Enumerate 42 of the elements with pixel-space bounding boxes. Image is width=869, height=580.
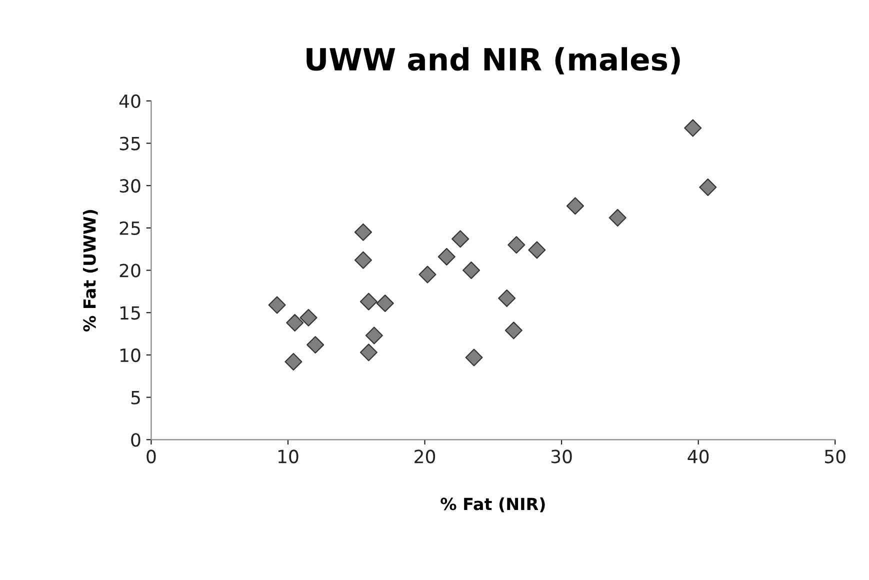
point — [360, 344, 378, 362]
y-tick-label: 10 — [120, 348, 140, 362]
y-tick-label: 40 — [119, 94, 140, 108]
y-axis-title: % Fat (UWW) — [82, 210, 98, 332]
x-tick-label: 20 — [414, 450, 436, 464]
point — [498, 289, 516, 307]
y-tick-label: 15 — [120, 306, 140, 320]
point — [360, 292, 378, 310]
point — [566, 197, 584, 215]
point — [504, 322, 522, 340]
x-tick-label: 40 — [688, 450, 709, 464]
y-tick-label: 30 — [120, 179, 140, 193]
y-tick-label: 0 — [131, 433, 140, 447]
point — [508, 236, 526, 254]
point — [376, 294, 394, 312]
point — [418, 266, 436, 284]
y-tick-label: 35 — [120, 136, 140, 150]
y-tick-label: 5 — [131, 390, 140, 404]
point — [300, 308, 318, 326]
point — [354, 223, 372, 241]
y-tick-label: 20 — [120, 264, 140, 278]
point — [699, 178, 717, 196]
x-tick-label: 50 — [825, 450, 846, 464]
x-tick-label: 10 — [278, 450, 298, 464]
point — [438, 248, 456, 266]
point — [684, 119, 702, 137]
point — [462, 262, 480, 280]
point — [608, 209, 626, 227]
point — [268, 296, 286, 314]
x-tick-label: 30 — [551, 450, 572, 464]
point — [354, 251, 372, 269]
point — [284, 352, 302, 371]
x-axis-title: % Fat (NIR) — [440, 497, 545, 512]
point — [528, 241, 546, 259]
point — [452, 230, 470, 248]
point — [286, 314, 304, 332]
chart-title: UWW and NIR (males) — [306, 47, 680, 74]
point — [465, 348, 483, 366]
point — [306, 336, 324, 354]
x-tick-label: 0 — [146, 450, 156, 464]
y-tick-label: 25 — [120, 221, 140, 236]
point — [365, 326, 383, 344]
